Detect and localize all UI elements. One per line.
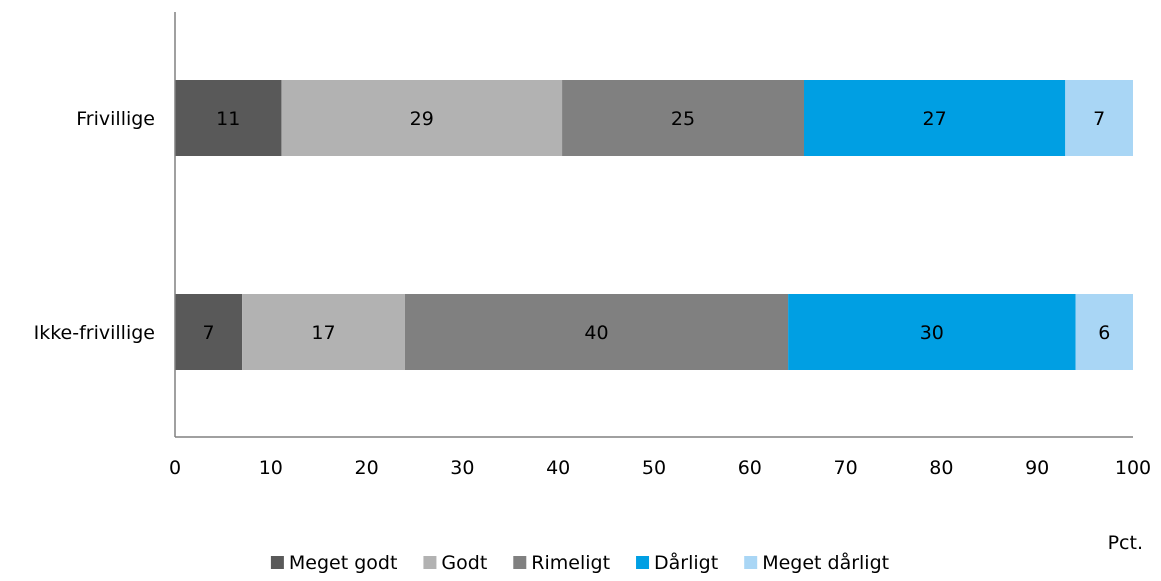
x-tick-label: 0 — [169, 457, 181, 479]
category-label: Ikke-frivillige — [34, 322, 155, 344]
bar-segment — [1065, 80, 1133, 156]
bar-value-label: 40 — [584, 322, 608, 344]
bar-value-label: 27 — [923, 108, 947, 130]
legend: Meget godt Godt Rimeligt Dårligt Meget dårli… — [270, 551, 889, 574]
x-tick-label: 50 — [642, 457, 666, 479]
bar-value-label: 17 — [311, 322, 335, 344]
legend-swatch — [423, 556, 437, 569]
x-tick-label: 90 — [1025, 457, 1049, 479]
legend-swatch — [513, 556, 527, 569]
x-tick-label: 30 — [450, 457, 474, 479]
x-tick-labels: 0 10 20 30 40 50 60 70 80 90 100 — [169, 457, 1151, 479]
legend-item: Godt — [423, 552, 487, 574]
bar-segment — [803, 80, 1066, 156]
bar-segment — [242, 294, 405, 370]
x-tick-label: 60 — [738, 457, 762, 479]
bar-segment — [281, 80, 563, 156]
bar-value-label: 25 — [671, 108, 695, 130]
x-axis-unit-label: Pct. — [1108, 532, 1143, 554]
bar-value-label: 29 — [410, 108, 434, 130]
legend-label: Dårligt — [654, 551, 718, 574]
bar-value-label: 11 — [216, 108, 240, 130]
legend-item: Dårligt — [636, 551, 718, 574]
legend-label: Rimeligt — [531, 552, 610, 574]
legend-item: Meget dårligt — [744, 551, 889, 574]
bar-area: 11 29 25 27 7 7 17 40 30 6 — [175, 80, 1133, 370]
category-labels: Frivillige Ikke-frivillige — [34, 108, 155, 344]
bar-segment — [404, 294, 789, 370]
legend-swatch — [744, 556, 758, 569]
x-tick-label: 10 — [259, 457, 283, 479]
x-tick-label: 100 — [1115, 457, 1151, 479]
legend-item: Meget godt — [270, 552, 398, 574]
legend-swatch — [636, 556, 650, 569]
category-label: Frivillige — [76, 108, 155, 130]
bar-value-label: 6 — [1098, 322, 1110, 344]
bar-segment — [175, 80, 282, 156]
bar-value-label: 7 — [202, 322, 214, 344]
bar-segment — [562, 80, 804, 156]
x-tick-label: 20 — [355, 457, 379, 479]
legend-item: Rimeligt — [513, 552, 610, 574]
legend-label: Meget dårligt — [762, 551, 889, 574]
bar-segment — [175, 294, 243, 370]
bar-segment — [1075, 294, 1133, 370]
legend-label: Godt — [441, 552, 487, 574]
x-tick-label: 80 — [929, 457, 953, 479]
axes — [174, 12, 1133, 438]
bar-value-label: 7 — [1093, 108, 1105, 130]
legend-label: Meget godt — [289, 552, 398, 574]
x-tick-label: 40 — [546, 457, 570, 479]
x-tick-label: 70 — [834, 457, 858, 479]
bar-value-label: 30 — [920, 322, 944, 344]
bar-segment — [788, 294, 1076, 370]
legend-swatch — [270, 556, 284, 569]
